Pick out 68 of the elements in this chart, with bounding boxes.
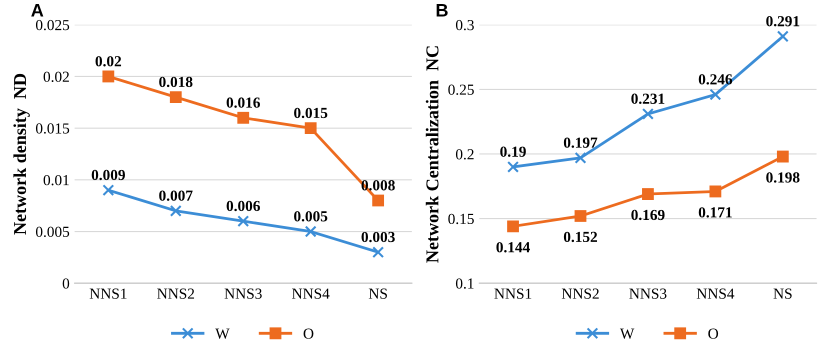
x-tick-label: NNS2 bbox=[562, 288, 599, 299]
y-tick-label: 0.1 bbox=[456, 278, 474, 289]
point bbox=[642, 188, 654, 200]
y-tick-label: 0.3 bbox=[456, 20, 474, 30]
x-tick-label: NNS1 bbox=[90, 288, 127, 299]
point bbox=[709, 88, 722, 100]
y-tick-label: 0.01 bbox=[44, 174, 69, 186]
data-label: 0.197 bbox=[564, 137, 598, 148]
point bbox=[507, 220, 519, 232]
y-axis-title: Network density ND bbox=[13, 74, 30, 235]
data-label: 0.144 bbox=[496, 242, 530, 252]
point bbox=[574, 210, 586, 222]
data-label: 0.005 bbox=[294, 211, 328, 222]
point bbox=[372, 194, 384, 206]
y-tick-label: 0.15 bbox=[448, 214, 474, 224]
y-axis-title: Network Centralization NC bbox=[426, 46, 438, 263]
data-label: 0.007 bbox=[159, 190, 193, 201]
data-label: 0.018 bbox=[159, 76, 192, 88]
point bbox=[304, 226, 317, 238]
legend-label: W bbox=[215, 328, 230, 339]
x-tick-label: NNS3 bbox=[224, 288, 262, 299]
data-label: 0.006 bbox=[226, 200, 260, 212]
legend-label: W bbox=[620, 328, 634, 339]
chart-title: A bbox=[31, 4, 44, 16]
x-tick-label: NNS4 bbox=[696, 288, 734, 299]
point bbox=[237, 215, 250, 228]
data-label: 0.015 bbox=[294, 108, 328, 118]
point bbox=[709, 186, 722, 198]
data-label: 0.291 bbox=[766, 16, 800, 26]
y-tick-label: 0.25 bbox=[448, 84, 474, 95]
point bbox=[102, 70, 114, 82]
point bbox=[507, 161, 519, 173]
data-label: 0.19 bbox=[500, 146, 526, 157]
data-label: 0.246 bbox=[698, 74, 732, 85]
x-tick-label: NNS4 bbox=[292, 288, 330, 299]
y-tick-label: 0.015 bbox=[36, 123, 70, 134]
legend-label: O bbox=[708, 328, 718, 339]
data-label: 0.003 bbox=[362, 232, 395, 242]
data-label: 0.02 bbox=[96, 56, 122, 66]
x-tick-label: NNS3 bbox=[629, 288, 666, 299]
x-tick-label: NS bbox=[774, 288, 792, 299]
x-tick-label: NS bbox=[368, 288, 387, 299]
point bbox=[776, 30, 789, 42]
point bbox=[372, 246, 384, 258]
data-label: 0.016 bbox=[226, 97, 260, 108]
data-label: 0.152 bbox=[564, 232, 598, 242]
point bbox=[237, 112, 250, 124]
point bbox=[574, 152, 586, 164]
data-label: 0.231 bbox=[631, 94, 664, 104]
data-label: 0.169 bbox=[631, 210, 665, 220]
data-label: 0.009 bbox=[92, 170, 125, 180]
y-tick-label: 0 bbox=[62, 278, 70, 289]
chart-title: B bbox=[436, 4, 448, 16]
point bbox=[170, 91, 182, 104]
y-tick-label: 0.025 bbox=[36, 20, 70, 30]
y-tick-label: 0.2 bbox=[456, 149, 474, 160]
legend-label: O bbox=[304, 328, 314, 339]
y-tick-label: 0.005 bbox=[36, 226, 70, 238]
y-tick-label: 0.02 bbox=[44, 72, 69, 82]
data-label: 0.198 bbox=[766, 172, 800, 183]
point bbox=[642, 108, 654, 120]
x-tick-label: NNS2 bbox=[157, 288, 194, 299]
point bbox=[776, 150, 789, 162]
data-label: 0.171 bbox=[698, 207, 732, 218]
x-tick-label: NNS1 bbox=[494, 288, 532, 299]
point bbox=[170, 204, 182, 217]
point bbox=[102, 184, 114, 196]
point bbox=[304, 122, 317, 134]
